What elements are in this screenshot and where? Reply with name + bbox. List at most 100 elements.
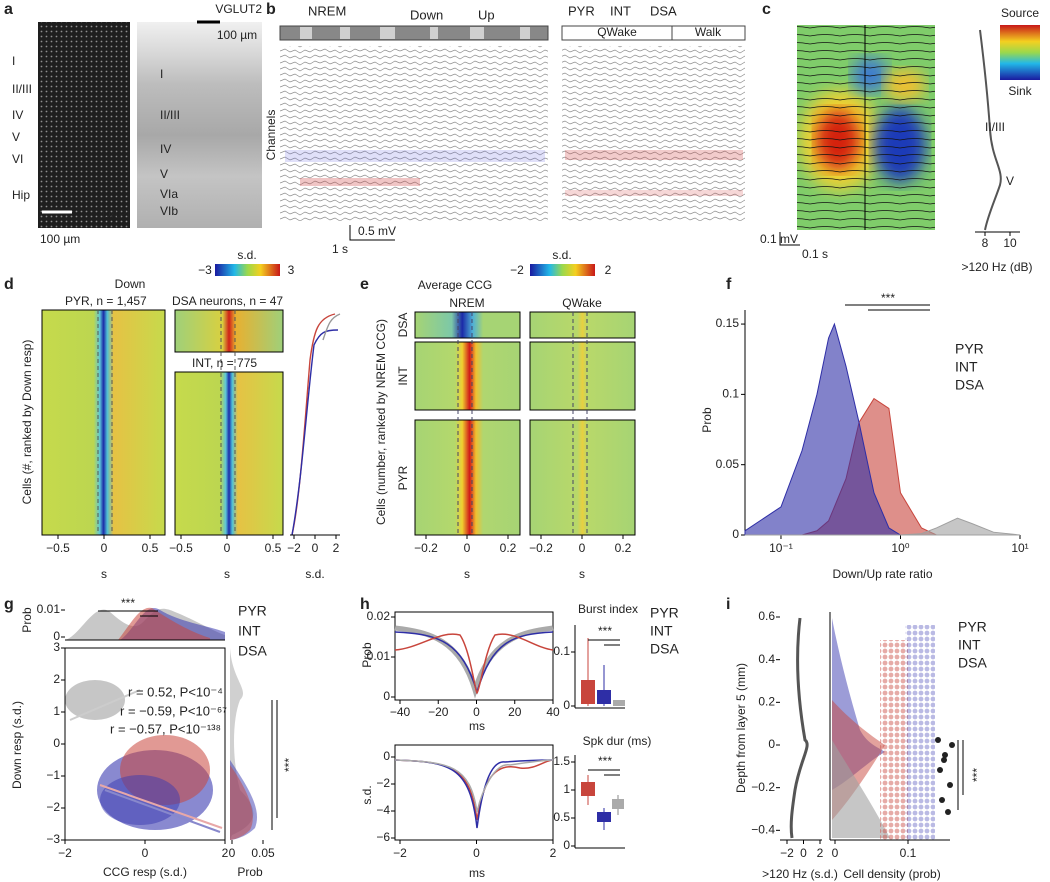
label: Walk: [695, 25, 722, 39]
layer-label: VIa: [160, 187, 178, 201]
axis-title: Cells (#, ranked by Down resp): [20, 340, 34, 505]
layer-label: II/III: [160, 108, 180, 122]
axis-title: Cells (number, ranked by NREM CCG): [374, 319, 388, 525]
frame: [394, 611, 554, 701]
scale-label: 1 s: [332, 242, 348, 256]
panel-letter: f: [726, 276, 732, 293]
legend-entry: INT: [238, 623, 261, 639]
y-tick-label: 0.05: [716, 457, 740, 471]
panel-letter: g: [4, 596, 14, 613]
lfp-traces: [562, 46, 745, 221]
label: Down: [115, 277, 146, 291]
x-tick-label: −2: [393, 846, 407, 860]
label: ***: [598, 624, 612, 638]
scatter-clouds: [65, 680, 213, 830]
x-tick-label: 10⁻¹: [769, 541, 793, 555]
y-tick-label: 0: [383, 749, 390, 763]
x-tick-label: 0: [312, 541, 319, 555]
y-tick-label: −2: [376, 776, 390, 790]
heatmap: [41, 309, 166, 536]
dapi-texture: [38, 22, 130, 228]
panel-letter: e: [360, 276, 369, 293]
colorbar: [1000, 25, 1040, 80]
y-tick-label: 0: [53, 629, 60, 643]
axis-title: Prob: [20, 607, 34, 633]
significance-bars: [957, 740, 964, 810]
label: Down: [410, 7, 443, 22]
up-states: [300, 27, 530, 39]
colorbar: [530, 264, 595, 276]
x-tick-label: −0.2: [414, 541, 438, 555]
acg-curves: [394, 625, 554, 699]
y-tick-label: 0.1: [722, 387, 739, 401]
label: II/III: [985, 120, 1005, 134]
axis-title: s.d.: [360, 785, 374, 804]
axis-title: >120 Hz (s.d.): [762, 867, 838, 881]
wake-bar: [561, 25, 746, 41]
marginal-right: [230, 648, 258, 840]
label: PYR: [396, 465, 410, 490]
label: ***: [121, 596, 135, 610]
heatmap: [414, 419, 521, 536]
x-tick-label: 0: [473, 705, 480, 719]
spike-overlay: [285, 150, 743, 196]
boxplots: [581, 775, 624, 830]
legend-entry: INT: [650, 623, 673, 639]
label: VGLUT2: [215, 2, 262, 16]
cumulative-curves: [291, 313, 341, 536]
y-tick-label: 0.01: [367, 649, 391, 663]
x-tick-label: 2: [222, 846, 229, 860]
significance-bars: [271, 700, 278, 830]
x-tick-label: 0.1: [900, 846, 917, 860]
x-tick-label: 0: [229, 846, 236, 860]
panel-letter: i: [726, 596, 730, 613]
x-tick-label: 10⁰: [891, 541, 909, 555]
x-tick-label: 0: [464, 541, 471, 555]
scale-label: 0.1 s: [802, 247, 828, 261]
legend-entry: PYR: [958, 619, 987, 635]
label: PYR, n = 1,457: [65, 294, 147, 308]
y-tick-label: 0.5: [553, 810, 570, 824]
x-tick-label: −0.5: [46, 541, 70, 555]
y-tick-label: 0: [563, 838, 570, 852]
x-tick-label: 0.2: [615, 541, 632, 555]
y-tick-label: −6: [376, 830, 390, 844]
x-tick-label: −2: [287, 541, 301, 555]
panel-letter: b: [266, 1, 276, 18]
layer-label: II/III: [12, 82, 32, 96]
x-tick-label: 3: [288, 263, 295, 277]
y-tick-label: 0: [383, 689, 390, 703]
scale-bar: [779, 232, 800, 246]
csd-map: [797, 25, 935, 230]
window-lines: [97, 310, 236, 535]
x-tick-label: −2: [510, 263, 524, 277]
axis-title: Prob: [700, 407, 714, 433]
axis-title: ms: [469, 866, 485, 880]
pyr-dots: [880, 640, 908, 840]
fit-lines: [69, 689, 223, 833]
scale-label: 100 µm: [217, 28, 257, 42]
layer-label: Hip: [12, 188, 30, 202]
axis-title: Down resp (s.d.): [10, 701, 24, 789]
panel-letter: h: [360, 596, 370, 613]
x-tick-label: 20: [508, 705, 522, 719]
legend-entry: DSA: [958, 655, 987, 671]
x-tick-label: 0: [224, 541, 231, 555]
axis-title: ms: [469, 719, 485, 733]
legend-entry: DSA: [650, 641, 679, 657]
x-tick-label: 0: [142, 846, 149, 860]
x-tick-label: −40: [390, 705, 411, 719]
x-tick-label: 2: [550, 846, 557, 860]
y-tick-label: 0.15: [716, 316, 740, 330]
state-bar: [279, 25, 549, 41]
colorbar: [215, 264, 280, 276]
scale-label: 100 µm: [40, 232, 80, 246]
panel-letter: d: [4, 276, 14, 293]
legend-entry: PYR: [568, 3, 595, 18]
x-tick-label: 10: [1003, 236, 1017, 250]
layer-label: VI: [12, 152, 23, 166]
y-tick-label: 0: [768, 737, 775, 751]
legend-entry: PYR: [650, 605, 679, 621]
x-tick-label: 0: [101, 541, 108, 555]
label: s.d.: [237, 248, 256, 262]
